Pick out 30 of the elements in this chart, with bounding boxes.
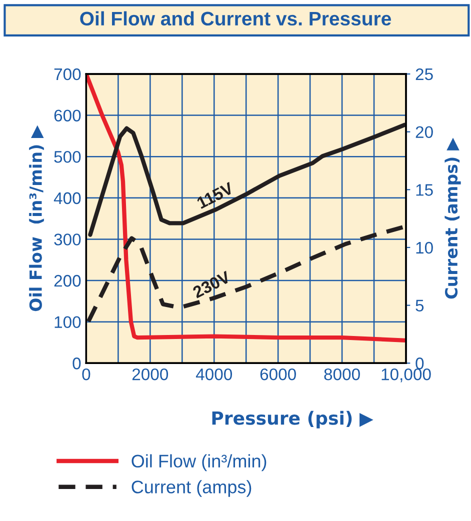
y2-tick-label: 20 [416,126,433,138]
y2-axis-title: Current (amps) ▶ [444,138,461,299]
text: 115V [196,182,234,209]
y-tick-label: 0 [72,358,81,370]
x-tick-label: 2000 [132,368,168,380]
y-tick-label: 100 [54,316,81,328]
y-axis-title: Oil Flow (in³/min) ▶ [29,125,44,312]
x-axis-title: Pressure (psi) ▶ [212,410,374,428]
line-series [86,224,406,324]
y-tick-label: 300 [54,234,81,246]
legend-label: Oil Flow (in³/min) [132,454,266,472]
y-tick-label: 200 [54,274,81,287]
x-tick-label: 10,000 [382,368,431,382]
text: 230V [192,270,232,298]
text: Current (amps) [132,480,252,497]
x-tick-label: 4000 [196,368,232,380]
line-series [88,122,406,237]
y-tick-label: 500 [54,151,81,163]
chart-title: Oil Flow and Current vs. Pressure [80,11,391,26]
x-tick-label: 6000 [260,368,296,380]
y2-tick-label: 0 [416,358,424,370]
y-tick-label: 700 [54,68,81,80]
y2-tick-label: 25 [416,68,433,80]
y2-tick-label: 15 [416,184,433,196]
y-tick-label: 600 [54,110,81,122]
x-tick-label: 8000 [324,368,360,380]
y-tick-label: 400 [54,192,81,204]
y2-tick-label: 5 [416,300,424,312]
y2-tick-label: 10 [416,242,433,254]
x-tick-label: 0 [82,368,90,380]
